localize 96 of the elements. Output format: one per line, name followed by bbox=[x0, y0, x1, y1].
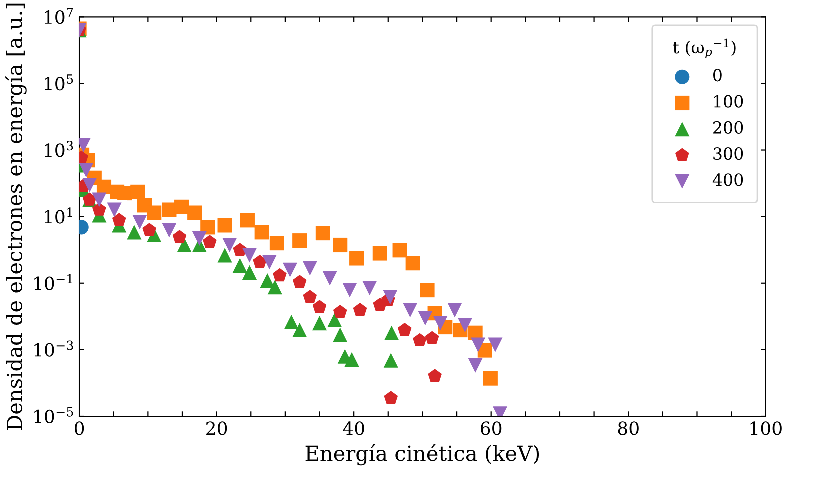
point bbox=[112, 213, 126, 226]
legend-label: 400 bbox=[712, 174, 744, 186]
y-tick-label: 10$^{3}$ bbox=[45, 141, 74, 158]
point bbox=[316, 226, 330, 241]
point bbox=[483, 371, 498, 386]
x-tick-label: 100 bbox=[750, 422, 782, 436]
point bbox=[132, 215, 148, 230]
point bbox=[292, 322, 308, 338]
point bbox=[270, 236, 284, 251]
point bbox=[448, 303, 462, 318]
point bbox=[142, 223, 156, 236]
legend-label: 100 bbox=[714, 95, 744, 108]
x-tick-label: 60 bbox=[481, 422, 502, 436]
y-tick-label: 10$^{−1}$ bbox=[34, 274, 72, 290]
point bbox=[383, 290, 398, 305]
point bbox=[92, 192, 107, 208]
point bbox=[292, 275, 307, 288]
point bbox=[80, 163, 94, 178]
point bbox=[384, 326, 400, 340]
legend-label: 0 bbox=[714, 69, 722, 82]
point bbox=[242, 265, 258, 280]
point bbox=[292, 234, 308, 248]
point bbox=[403, 303, 418, 318]
point bbox=[384, 391, 398, 404]
point bbox=[262, 255, 277, 270]
y-tick-label: 10$^{−3}$ bbox=[34, 340, 74, 357]
point bbox=[418, 311, 433, 326]
point bbox=[328, 312, 342, 328]
x-tick-label: 40 bbox=[343, 422, 364, 436]
point bbox=[162, 223, 177, 238]
point bbox=[192, 231, 207, 246]
x-tick-label: 0 bbox=[74, 422, 84, 436]
point bbox=[303, 290, 318, 304]
point bbox=[222, 238, 238, 253]
point bbox=[240, 213, 255, 228]
point bbox=[172, 230, 187, 244]
point bbox=[350, 251, 364, 266]
point bbox=[488, 338, 503, 352]
y-tick-label: 10$^{7}$ bbox=[45, 8, 74, 24]
point bbox=[420, 283, 435, 298]
point bbox=[218, 248, 232, 263]
point bbox=[273, 268, 287, 282]
point bbox=[458, 318, 473, 333]
point bbox=[284, 314, 299, 330]
legend-label: 200 bbox=[714, 121, 744, 134]
point bbox=[177, 238, 192, 253]
point bbox=[342, 283, 358, 298]
point bbox=[333, 328, 348, 342]
point bbox=[433, 316, 448, 331]
point bbox=[92, 202, 106, 216]
point bbox=[174, 200, 190, 214]
point bbox=[147, 206, 162, 220]
point bbox=[268, 280, 282, 295]
point bbox=[333, 305, 348, 318]
point bbox=[353, 303, 368, 316]
y-tick-label: 10$^{5}$ bbox=[45, 74, 74, 91]
point bbox=[282, 262, 298, 278]
point bbox=[218, 218, 232, 233]
point bbox=[82, 178, 98, 193]
point bbox=[468, 358, 483, 373]
point bbox=[398, 322, 412, 336]
point bbox=[302, 261, 318, 276]
point bbox=[260, 273, 275, 288]
point bbox=[254, 225, 270, 240]
point bbox=[127, 225, 142, 240]
x-tick-label: 20 bbox=[206, 422, 228, 436]
y-axis-title: Densidad de electrones en energía [a.u.] bbox=[6, 4, 27, 430]
point bbox=[242, 248, 258, 263]
x-tick-label: 80 bbox=[618, 422, 639, 436]
point bbox=[107, 202, 122, 218]
point bbox=[428, 369, 442, 382]
point bbox=[188, 206, 202, 220]
point bbox=[384, 353, 398, 368]
point bbox=[372, 246, 388, 261]
point bbox=[312, 316, 328, 331]
legend-title: t (ω$_{p}$$^{−1}$) bbox=[673, 38, 736, 59]
point bbox=[413, 333, 427, 347]
legend-label: 300 bbox=[714, 148, 744, 160]
x-axis-title: Energía cinética (keV) bbox=[306, 444, 540, 466]
point bbox=[333, 238, 348, 253]
point bbox=[232, 258, 248, 273]
y-tick-label: 10$^{1}$ bbox=[45, 208, 72, 224]
point bbox=[344, 352, 360, 367]
point bbox=[322, 271, 338, 286]
point bbox=[471, 338, 486, 352]
point bbox=[130, 184, 146, 200]
y-tick-label: 10$^{−5}$ bbox=[34, 407, 74, 424]
point bbox=[203, 235, 217, 248]
point bbox=[253, 255, 267, 268]
point bbox=[406, 256, 420, 271]
point bbox=[392, 243, 408, 258]
point bbox=[200, 220, 216, 235]
point bbox=[118, 186, 132, 201]
point bbox=[425, 331, 440, 344]
point bbox=[312, 300, 327, 314]
point bbox=[362, 281, 378, 296]
